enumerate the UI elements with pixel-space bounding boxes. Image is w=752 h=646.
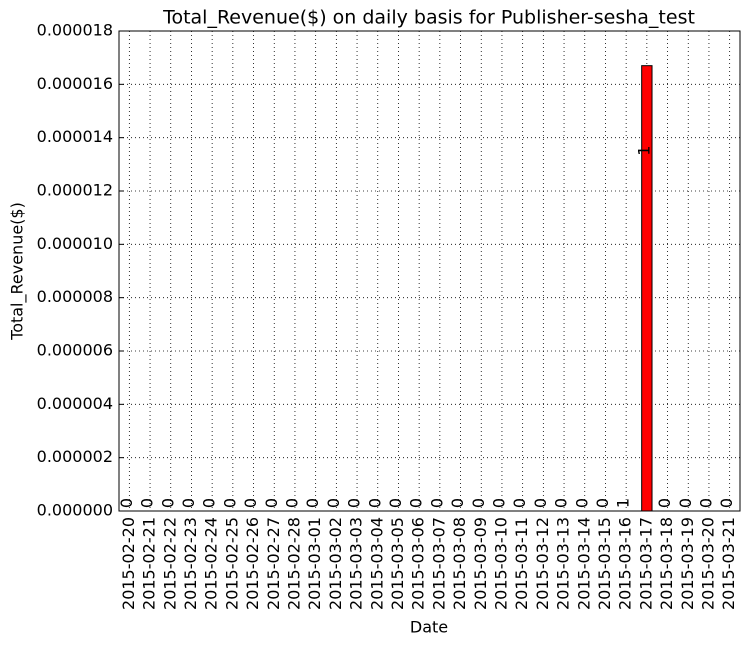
x-tick-label: 2015-03-21 (719, 517, 738, 610)
x-axis-label: Date (410, 618, 448, 637)
y-axis-label: Total_Revenue($) (8, 202, 28, 341)
bar-annotation: 0 (365, 498, 384, 508)
bar-annotation: 0 (303, 498, 322, 508)
bar-annotation: 0 (510, 498, 529, 508)
bar-annotation: 0 (158, 498, 177, 508)
x-tick-label: 2015-02-22 (160, 517, 179, 610)
x-tick-label: 2015-03-15 (595, 517, 614, 610)
bar-annotation: 0 (324, 498, 343, 508)
x-tick-label: 2015-03-04 (367, 517, 386, 610)
x-tick-label: 2015-02-20 (119, 517, 138, 610)
bar-annotation: 0 (717, 498, 736, 508)
y-tick-label: 0.000018 (37, 21, 113, 40)
y-tick-label: 0.000004 (37, 394, 113, 413)
bar-annotation: 0 (282, 498, 301, 508)
bar-annotation: 0 (469, 498, 488, 508)
x-tick-label: 2015-03-05 (388, 517, 407, 610)
x-tick-label: 2015-03-11 (512, 517, 531, 610)
x-tick-label: 2015-03-14 (574, 517, 593, 610)
bar-annotation: 0 (241, 498, 260, 508)
chart-title: Total_Revenue($) on daily basis for Publ… (162, 7, 695, 29)
x-tick-label: 2015-03-16 (616, 517, 635, 610)
bar-annotation: 0 (696, 498, 715, 508)
x-tick-label: 2015-03-09 (471, 517, 490, 610)
bar-annotation: 0 (407, 498, 426, 508)
x-tick-label: 2015-02-26 (243, 517, 262, 610)
x-tick-label: 2015-03-10 (491, 517, 510, 610)
bar-annotation: 0 (427, 498, 446, 508)
bar-annotation: 0 (655, 498, 674, 508)
y-tick-label: 0.000000 (37, 501, 113, 520)
bar-annotation: 0 (386, 498, 405, 508)
y-tick-label: 0.000002 (37, 447, 113, 466)
bar-annotation: 0 (572, 498, 591, 508)
x-tick-label: 2015-03-02 (326, 517, 345, 610)
x-tick-label: 2015-03-13 (554, 517, 573, 610)
x-tick-label: 2015-02-27 (264, 517, 283, 610)
y-tick-label: 0.000010 (37, 234, 113, 253)
x-tick-label: 2015-03-08 (450, 517, 469, 610)
bar-annotation: 0 (138, 498, 157, 508)
bar (641, 65, 653, 512)
x-tick-label: 2015-03-06 (409, 517, 428, 610)
x-tick-label: 2015-03-20 (698, 517, 717, 610)
bar-annotation: 0 (552, 498, 571, 508)
x-tick-label: 2015-03-19 (678, 517, 697, 610)
bar-annotation: 0 (345, 498, 364, 508)
bar-annotation: 0 (262, 498, 281, 508)
x-tick-label: 2015-02-21 (140, 517, 159, 610)
x-tick-label: 2015-03-07 (429, 517, 448, 610)
x-tick-label: 2015-02-24 (202, 517, 221, 610)
bar-annotation: 0 (179, 498, 198, 508)
bar-annotation: 0 (676, 498, 695, 508)
x-tick-label: 2015-03-17 (636, 517, 655, 610)
y-tick-label: 0.000014 (37, 127, 113, 146)
bar-annotation: 0 (489, 498, 508, 508)
x-tick-label: 2015-03-12 (533, 517, 552, 610)
x-tick-label: 2015-02-28 (284, 517, 303, 610)
bar-annotation: 0 (448, 498, 467, 508)
y-tick-label: 0.000006 (37, 341, 113, 360)
bar-annotation: 0 (200, 498, 219, 508)
x-tick-label: 2015-02-25 (222, 517, 241, 610)
plot-frame (118, 30, 741, 512)
bar-annotation: 0 (117, 498, 136, 508)
x-tick-label: 2015-03-01 (305, 517, 324, 610)
bar-annotation: 0 (220, 498, 239, 508)
bar-annotation: 0 (531, 498, 550, 508)
x-tick-label: 2015-02-23 (181, 517, 200, 610)
bar-annotation: 1 (614, 498, 633, 508)
bar-annotation: 0 (593, 498, 612, 508)
y-tick-label: 0.000008 (37, 287, 113, 306)
y-tick-label: 0.000012 (37, 181, 113, 200)
y-tick-label: 0.000016 (37, 74, 113, 93)
x-tick-label: 2015-03-18 (657, 517, 676, 610)
x-tick-label: 2015-03-03 (347, 517, 366, 610)
bar-annotation: 1 (634, 146, 653, 156)
